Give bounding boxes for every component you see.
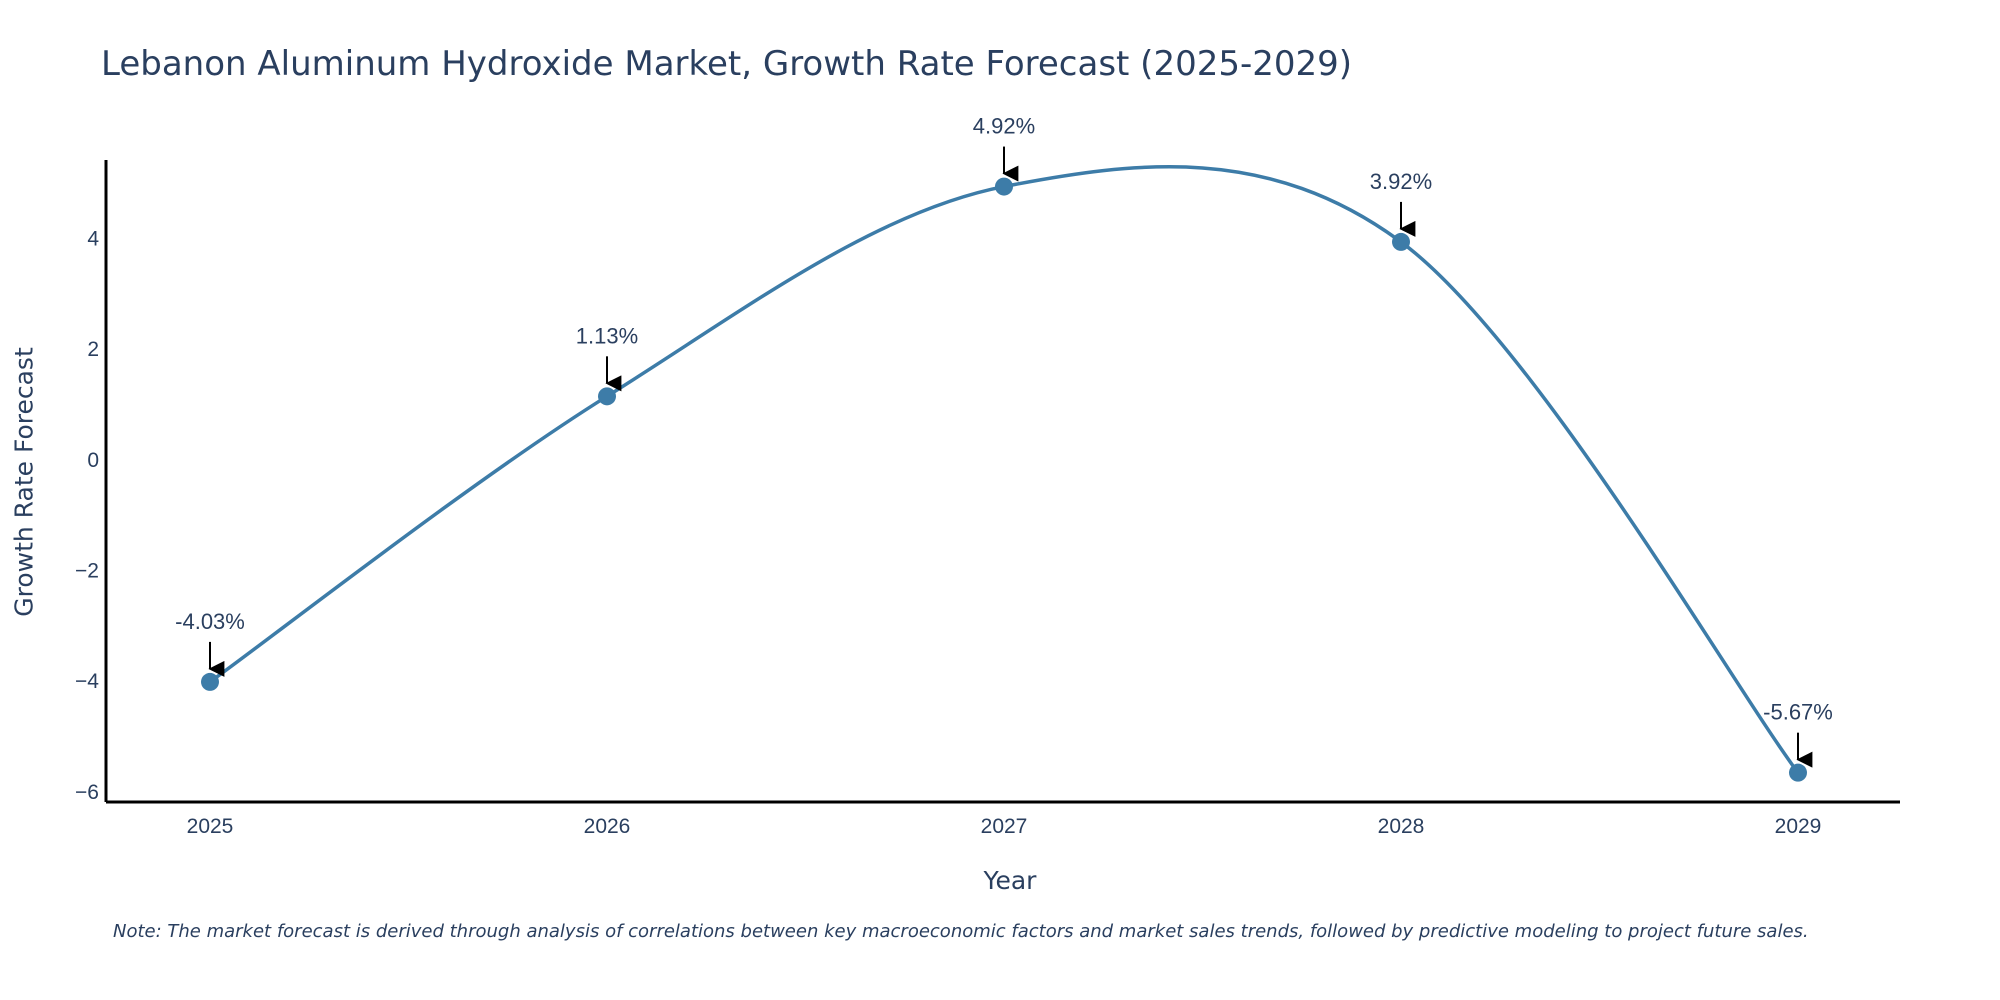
x-tick-label: 2027	[981, 815, 1028, 838]
annotations-layer: -4.03% 1.13% 4.92% 3.92% -5.67%	[175, 114, 1833, 768]
x-tick-label: 2026	[584, 815, 631, 838]
data-point	[1392, 232, 1410, 251]
data-label: -4.03%	[175, 609, 245, 634]
data-point	[995, 177, 1013, 196]
series-line	[208, 165, 1800, 774]
y-tick-label: −4	[75, 670, 99, 693]
tick-labels: −6 −4 −2 0 2 4 2025 2026 2027 2028 2029	[75, 227, 1821, 838]
data-point	[1789, 763, 1807, 782]
series-layer	[201, 165, 1807, 782]
data-label: 3.92%	[1370, 169, 1432, 194]
x-tick-label: 2028	[1378, 815, 1425, 838]
x-tick-label: 2029	[1775, 815, 1822, 838]
data-label: -5.67%	[1763, 700, 1833, 725]
y-axis-label: Growth Rate Forecast	[9, 347, 39, 617]
data-label: 4.92%	[973, 114, 1035, 139]
axes	[104, 160, 1900, 804]
x-axis-label: Year	[983, 866, 1037, 895]
y-tick-label: −2	[75, 560, 99, 583]
data-point	[598, 387, 616, 406]
y-tick-label: 0	[87, 449, 99, 472]
chart-note: Note: The market forecast is derived thr…	[113, 921, 1809, 942]
y-tick-label: 4	[87, 227, 99, 250]
data-label: 1.13%	[576, 323, 638, 348]
chart-title: Lebanon Aluminum Hydroxide Market, Growt…	[101, 44, 1353, 84]
y-tick-label: 2	[87, 338, 99, 361]
data-point	[201, 672, 219, 691]
y-tick-label: −6	[75, 781, 99, 804]
x-tick-label: 2025	[187, 815, 234, 838]
